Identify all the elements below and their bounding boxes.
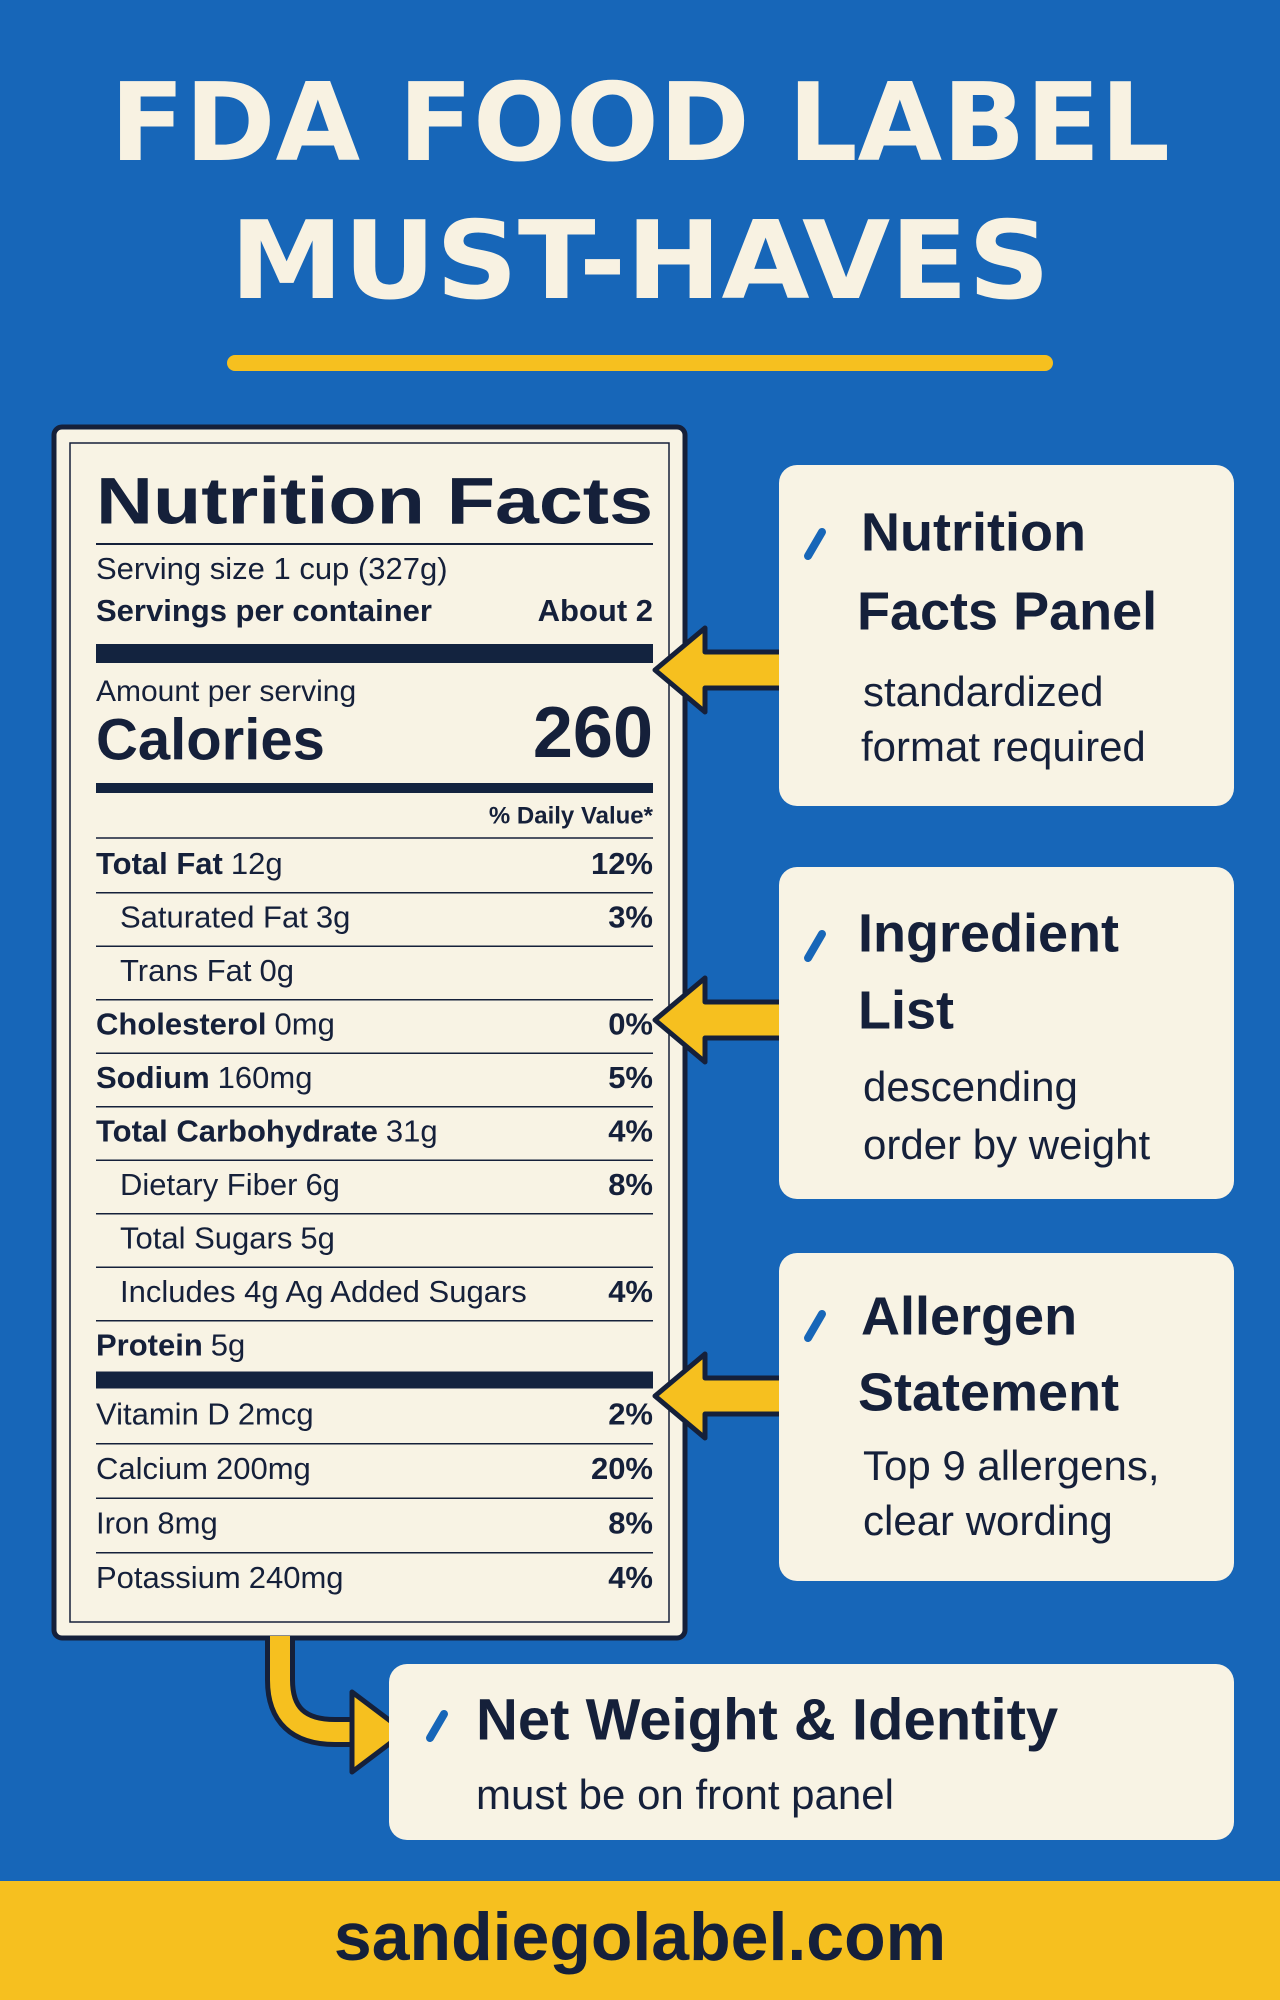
callout-description: order by weight (863, 1121, 1150, 1168)
daily-value: 20% (591, 1451, 653, 1486)
thick-bar (96, 1371, 653, 1389)
callout-description: descending (863, 1063, 1078, 1110)
nutrient-name: Vitamin D (96, 1397, 230, 1432)
daily-value-header: % Daily Value* (489, 802, 654, 829)
nutrient-amount: 31g (386, 1114, 438, 1149)
daily-value: 4% (608, 1274, 653, 1309)
icon (804, 528, 826, 560)
footer-website[interactable]: sandiegolabel.com (334, 1899, 946, 1975)
nutrient-row: Total Sugars 5g (120, 1221, 335, 1256)
callout-box (389, 1664, 1234, 1840)
nutrient-row: Sodium 160mg (96, 1060, 312, 1095)
nutrient-amount: 160mg (218, 1060, 313, 1095)
nutrient-name: Saturated Fat (120, 900, 308, 935)
thick-bar (96, 783, 653, 793)
nutrient-amount: 5g (211, 1328, 245, 1363)
nutrient-amount: 12g (231, 846, 283, 881)
daily-value: 12% (591, 846, 653, 881)
callout-title: Allergen (861, 1286, 1077, 1346)
amount-per-serving: Amount per serving (96, 675, 356, 708)
nutrient-row: Iron 8mg (96, 1506, 218, 1541)
callout-description: Top 9 allergens, (863, 1442, 1160, 1489)
title-underline (227, 355, 1053, 371)
nutrient-name: Cholesterol (96, 1007, 267, 1042)
nutrient-amount: 8mg (157, 1506, 217, 1541)
icon (426, 1710, 448, 1742)
daily-value: 0% (608, 1007, 653, 1042)
nutrient-amount: 0g (260, 953, 294, 988)
nutrient-amount: 6g (305, 1167, 339, 1202)
nutrient-name: Total Carbohydrate (96, 1114, 378, 1149)
title-line: MUST-HAVES (230, 199, 1050, 324)
nutrient-name: Includes 4g Ag Added Sugars (120, 1274, 527, 1309)
nutrient-name: Protein (96, 1328, 203, 1363)
daily-value: 3% (608, 900, 653, 935)
nutrient-name: Total Fat (96, 846, 223, 881)
daily-value: 2% (608, 1397, 653, 1432)
nutrient-row: Vitamin D 2mcg (96, 1397, 314, 1432)
nutrient-amount: 5g (300, 1221, 334, 1256)
nutrient-amount: 200mg (216, 1451, 311, 1486)
nutrient-name: Potassium (96, 1560, 241, 1595)
nutrient-row: Calcium 200mg (96, 1451, 311, 1486)
callout-description: format required (861, 723, 1146, 770)
callout-title: Ingredient (858, 903, 1119, 963)
callout-box (779, 465, 1234, 806)
nutrient-row: Protein 5g (96, 1328, 245, 1363)
callout-box (779, 1253, 1234, 1581)
curved-arrow (270, 1636, 360, 1742)
nutrient-amount: 0mg (275, 1007, 335, 1042)
callout-title: Nutrition (861, 502, 1086, 562)
callout-title: Statement (858, 1362, 1119, 1422)
nutrient-name: Sodium (96, 1060, 210, 1095)
nutrient-row: Potassium 240mg (96, 1560, 344, 1595)
nutrient-amount: 3g (316, 900, 350, 935)
nutrient-row: Dietary Fiber 6g (120, 1167, 340, 1202)
icon (804, 1310, 826, 1342)
nutrient-name: Iron (96, 1506, 149, 1541)
daily-value: 5% (608, 1060, 653, 1095)
nutrient-amount: 240mg (249, 1560, 344, 1595)
nutrient-name: Total Sugars (120, 1221, 292, 1256)
nutrient-row: Total Fat 12g (96, 846, 283, 881)
nutrient-name: Dietary Fiber (120, 1167, 297, 1202)
nutrient-row: Trans Fat 0g (120, 953, 294, 988)
thick-bar (96, 644, 653, 663)
calories-value: 260 (533, 693, 653, 773)
daily-value: 4% (608, 1114, 653, 1149)
callout-title: List (858, 980, 954, 1040)
callout-title: Facts Panel (857, 581, 1157, 641)
daily-value: 4% (608, 1560, 653, 1595)
callout-description: must be on front panel (476, 1771, 894, 1818)
arrow-head (349, 1689, 408, 1775)
nutrient-name: Trans Fat (120, 953, 252, 988)
callout-description: clear wording (863, 1497, 1113, 1544)
footer-bar (0, 1881, 1280, 2000)
servings-value: About 2 (538, 593, 653, 628)
icon (804, 930, 826, 962)
nutrient-row: Saturated Fat 3g (120, 900, 350, 935)
servings-label: Servings per container (96, 593, 432, 628)
callout-description: standardized (863, 668, 1104, 715)
daily-value: 8% (608, 1506, 653, 1541)
daily-value: 8% (608, 1167, 653, 1202)
nutrient-row: Total Carbohydrate 31g (96, 1114, 438, 1149)
serving-size: Serving size 1 cup (327g) (96, 551, 448, 586)
calories-label: Calories (96, 707, 325, 772)
nutrient-rows: Total Fat 12g 12% Saturated Fat 3g 3% Trans Fa… (96, 846, 653, 1595)
callout-title: Net Weight & Identity (476, 1687, 1058, 1752)
nutrient-name: Calcium (96, 1451, 208, 1486)
callout-box (779, 867, 1234, 1199)
title-line: FDA FOOD LABEL (110, 61, 1170, 186)
nutrient-row: Includes 4g Ag Added Sugars (120, 1274, 527, 1309)
nutrient-amount: 2mcg (238, 1397, 314, 1432)
label-title: Nutrition Facts (96, 463, 653, 537)
nutrient-row: Cholesterol 0mg (96, 1007, 335, 1042)
